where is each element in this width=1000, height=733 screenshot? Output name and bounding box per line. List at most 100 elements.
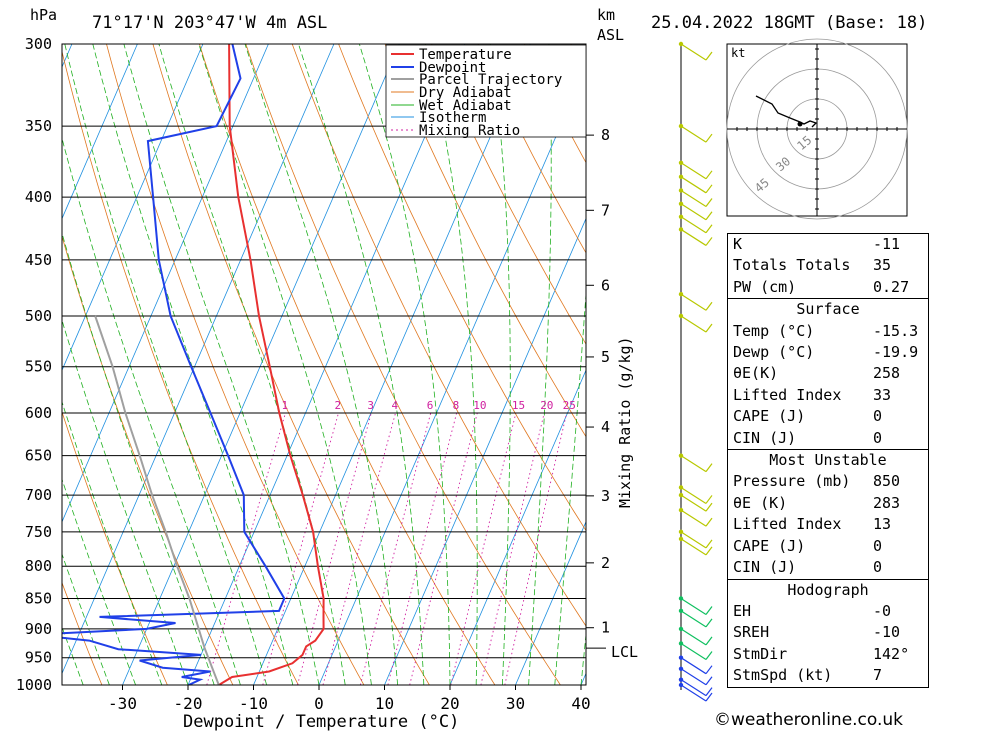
wind-barb (680, 610, 713, 628)
surface-dewp-label: Dewp (°C) (733, 343, 815, 362)
isotherm-line (62, 44, 335, 675)
isotherm-line (449, 369, 586, 685)
surface-temp-value: -15.3 (873, 321, 919, 340)
totals-totals-value: 35 (873, 256, 892, 275)
series-temperature (218, 44, 325, 685)
wet-adiabat-line (158, 44, 346, 685)
mu-theta-value: 283 (873, 493, 901, 512)
mu-theta-label: θE (K) (733, 493, 788, 512)
mu-pressure-label: Pressure (mb) (733, 472, 851, 491)
mu-cape-label: CAPE (J) (733, 536, 806, 555)
isotherm-line (62, 44, 138, 220)
pressure-tick-label: 550 (25, 358, 52, 376)
wind-barb (680, 668, 713, 686)
wind-barb (680, 657, 713, 675)
table-row: Totals Totals 35 (728, 255, 928, 276)
surface-cin-value: 0 (873, 428, 883, 447)
dry-adiabat-line (431, 44, 586, 345)
x-tick-label: -20 (174, 694, 203, 713)
pressure-tick-label: 600 (25, 404, 52, 422)
wind-barb (680, 203, 713, 221)
wind-barb (680, 293, 713, 311)
wind-barb (680, 162, 713, 180)
hodograph-unit-label: kt (731, 46, 745, 60)
isotherm-line (62, 44, 204, 372)
wet-adiabat-line (62, 136, 241, 685)
km-tick-label: 8 (601, 126, 610, 144)
mixing-ratio-label: 2 (335, 399, 342, 412)
mixing-ratio-label: 1 (281, 399, 288, 412)
legend-temperature: Temperature (419, 47, 512, 63)
mixing-ratio-axis-title: Mixing Ratio (g/kg) (616, 336, 634, 508)
surface-cin-label: CIN (J) (733, 428, 797, 447)
indices-table: K -11 Totals Totals 35 PW (cm) 0.27 Surface… (727, 233, 929, 688)
most-unstable-heading: Most Unstable (769, 451, 887, 470)
surface-dewp-value: -19.9 (873, 343, 919, 362)
mu-pressure-value: 850 (873, 472, 901, 491)
legend-wet-adiabat: Wet Adiabat (419, 98, 512, 114)
legend-dry-adiabat: Dry Adiabat (419, 85, 512, 101)
mu-cape-value: 0 (873, 536, 883, 555)
wind-barb (680, 628, 713, 646)
table-row: PW (cm) 0.27 (728, 277, 928, 298)
wind-barb (680, 679, 713, 697)
stmspd-label: StmSpd (kt) (733, 666, 833, 685)
profile-lines (62, 44, 325, 685)
wet-adiabat-line (62, 552, 110, 685)
sreh-label: SREH (733, 623, 770, 642)
dry-adiabat-line (291, 44, 586, 627)
km-tick-label: 7 (601, 201, 610, 219)
wet-adiabat-line (489, 44, 511, 685)
surface-heading: Surface (796, 300, 860, 319)
wind-barb (680, 228, 713, 246)
dry-adiabat-line (106, 44, 365, 685)
axes: 3003504004505005506006507007508008509009… (16, 35, 610, 713)
dry-adiabat-line (384, 44, 586, 438)
table-row: Lifted Index 33 (728, 385, 928, 406)
location-title: 71°17'N 203°47'W 4m ASL (92, 13, 327, 33)
indices-general: K -11 Totals Totals 35 PW (cm) 0.27 (728, 234, 928, 298)
dry-adiabat-line (338, 44, 586, 532)
wind-barb (680, 315, 713, 333)
pressure-tick-label: 400 (25, 188, 52, 206)
pressure-tick-label: 1000 (16, 676, 52, 694)
indices-surface: Surface Temp (°C) -15.3 Dewp (°C) -19.9 θE… (728, 298, 928, 449)
wind-barb (680, 509, 713, 527)
isotherm-line (122, 44, 400, 685)
table-row: CAPE (J) 0 (728, 406, 928, 427)
surface-theta-label: θE(K) (733, 364, 779, 383)
pressure-tick-label: 800 (25, 557, 52, 575)
surface-theta-value: 258 (873, 364, 901, 383)
table-row: CAPE (J) 0 (728, 536, 928, 557)
km-tick-label: 1 (601, 619, 610, 637)
dry-adiabat-line (199, 44, 496, 685)
stmdir-label: StmDir (733, 644, 788, 663)
lcl-label: LCL (611, 643, 638, 661)
wind-barb (680, 176, 713, 194)
series-dewpoint (62, 44, 286, 685)
eh-value: -0 (873, 601, 892, 620)
dry-adiabat-line (152, 44, 430, 685)
table-row: StmDir 142° (728, 644, 928, 665)
legend-parcel: Parcel Trajectory (419, 72, 562, 88)
eh-label: EH (733, 601, 752, 620)
pressure-tick-label: 700 (25, 486, 52, 504)
mixing-ratio-line (450, 412, 517, 685)
sreh-value: -10 (873, 623, 901, 642)
table-row: CIN (J) 0 (728, 428, 928, 449)
mu-cin-value: 0 (873, 558, 883, 577)
isotherm-line (187, 44, 466, 685)
mu-cin-label: CIN (J) (733, 558, 797, 577)
km-unit-label: km (597, 6, 615, 24)
mixing-ratio-label: 25 (563, 399, 576, 412)
wet-adiabat-line (64, 44, 267, 685)
copyright-footer[interactable]: ©weatheronline.co.uk (714, 710, 904, 730)
mixing-ratio-label: 8 (453, 399, 460, 412)
mixing-ratio-line (504, 412, 568, 685)
wind-barb (680, 684, 713, 702)
surface-li-value: 33 (873, 385, 892, 404)
km-tick-label: 3 (601, 487, 610, 505)
x-tick-label: 10 (375, 694, 394, 713)
wind-barb (680, 43, 713, 61)
k-index-value: -11 (873, 235, 901, 253)
